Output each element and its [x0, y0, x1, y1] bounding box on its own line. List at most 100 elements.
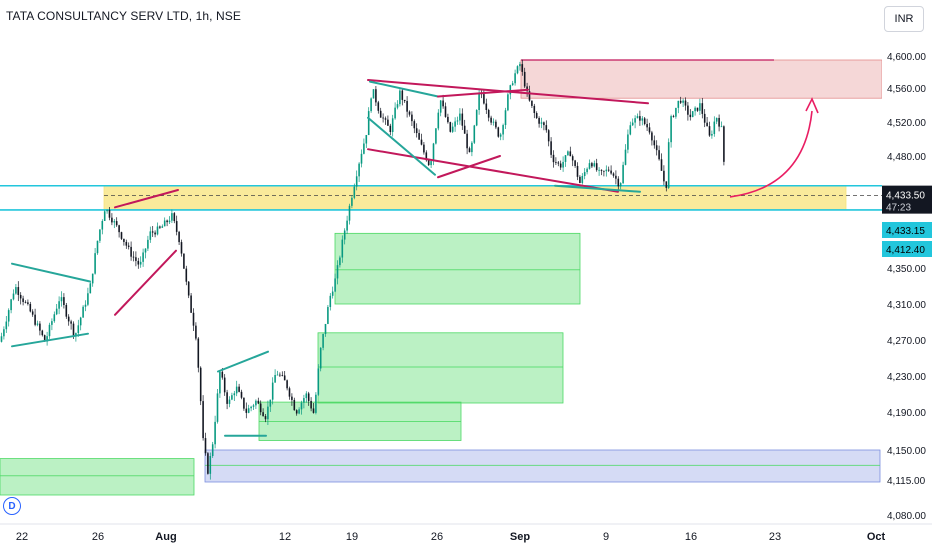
- candle-body: [310, 400, 312, 409]
- candle-body: [612, 173, 615, 176]
- candle-body: [579, 176, 581, 183]
- candle-body: [543, 122, 545, 126]
- candle-body: [435, 128, 437, 144]
- candle-body: [31, 311, 34, 315]
- candle-body: [492, 121, 495, 123]
- supply-zone: [520, 59, 883, 99]
- candle-body: [444, 106, 447, 117]
- candle-body: [355, 176, 358, 187]
- candle-body: [439, 100, 442, 113]
- trendline: [217, 350, 269, 373]
- candle-body: [641, 118, 644, 121]
- candle-body: [447, 116, 449, 123]
- candle-body: [12, 293, 15, 300]
- candle-body: [197, 338, 200, 368]
- candle-body: [334, 278, 336, 292]
- candle-body: [348, 205, 351, 221]
- candle-body: [432, 143, 435, 162]
- candle-body: [667, 142, 670, 188]
- y-tick-label: 4,190.00: [887, 408, 926, 419]
- candle-body: [159, 226, 161, 228]
- candle-body: [384, 118, 387, 120]
- candle-body: [365, 135, 368, 144]
- candle-body: [631, 122, 634, 126]
- candle-body: [468, 148, 471, 153]
- trendline: [114, 249, 177, 316]
- candle-body: [111, 217, 113, 223]
- candle-body: [559, 163, 562, 168]
- candle-body: [211, 444, 214, 457]
- candle-body: [711, 133, 713, 136]
- candle-body: [699, 103, 701, 111]
- candle-body: [502, 125, 504, 135]
- candle-body: [132, 256, 135, 258]
- candle-body: [84, 304, 87, 307]
- candle-body: [660, 159, 663, 171]
- candle-body: [63, 297, 65, 305]
- candle-body: [379, 110, 382, 118]
- y-tick-label: 4,350.00: [887, 264, 926, 275]
- candle-body: [94, 253, 96, 274]
- y-tick-label: 4,480.00: [887, 152, 926, 163]
- candle-body: [581, 176, 584, 183]
- projection-arrow: [729, 110, 813, 198]
- candle-body: [202, 401, 204, 439]
- candle-body: [346, 220, 348, 231]
- candle-body: [228, 399, 231, 404]
- candle-body: [466, 133, 468, 149]
- candle-body: [123, 238, 125, 242]
- candle-body: [171, 213, 173, 221]
- level-lower-badge: [882, 241, 932, 257]
- candle-body: [509, 85, 512, 95]
- candle-body: [454, 121, 456, 127]
- candle-body: [19, 294, 22, 299]
- candle-body: [41, 330, 44, 336]
- candle-body: [214, 421, 216, 445]
- candle-body: [175, 221, 178, 232]
- logo-badge[interactable]: D: [3, 497, 21, 515]
- candle-body: [288, 388, 291, 397]
- demand-zone: [0, 458, 195, 496]
- candle-body: [293, 399, 296, 411]
- candle-body: [497, 127, 500, 137]
- y-tick-label: 4,600.00: [887, 52, 926, 63]
- candle-body: [46, 336, 48, 342]
- candle-body: [151, 231, 154, 233]
- candle-body: [221, 371, 224, 378]
- candle-body: [269, 399, 272, 407]
- candle-body: [689, 114, 692, 118]
- candle-body: [576, 165, 579, 177]
- trendline: [367, 148, 619, 193]
- candle-body: [552, 154, 555, 163]
- candle-body: [240, 391, 243, 398]
- candle-body: [389, 125, 392, 132]
- candle-body: [238, 386, 240, 392]
- candle-body: [595, 163, 598, 171]
- trendline: [11, 332, 89, 348]
- candle-body: [77, 325, 80, 334]
- candle-body: [235, 386, 238, 394]
- level-upper-badge: [882, 222, 932, 238]
- candle-body: [718, 117, 720, 127]
- candle-body: [391, 118, 394, 132]
- candle-body: [411, 114, 413, 122]
- candle-body: [91, 273, 94, 284]
- x-tick-label: 22: [16, 531, 28, 543]
- candle-body: [305, 393, 308, 399]
- candle-body: [156, 226, 159, 235]
- candle-body: [324, 323, 327, 334]
- currency-button[interactable]: INR: [884, 6, 924, 32]
- candle-body: [533, 105, 536, 114]
- candle-body: [72, 323, 75, 336]
- candle-body: [154, 232, 156, 235]
- candle-body: [96, 240, 99, 254]
- candle-body: [295, 410, 298, 414]
- candle-body: [343, 230, 346, 240]
- candle-body: [257, 400, 260, 404]
- candle-body: [17, 287, 20, 295]
- candle-body: [713, 121, 716, 134]
- candle-body: [351, 197, 353, 206]
- candle-body: [605, 169, 608, 172]
- candle-body: [636, 116, 639, 119]
